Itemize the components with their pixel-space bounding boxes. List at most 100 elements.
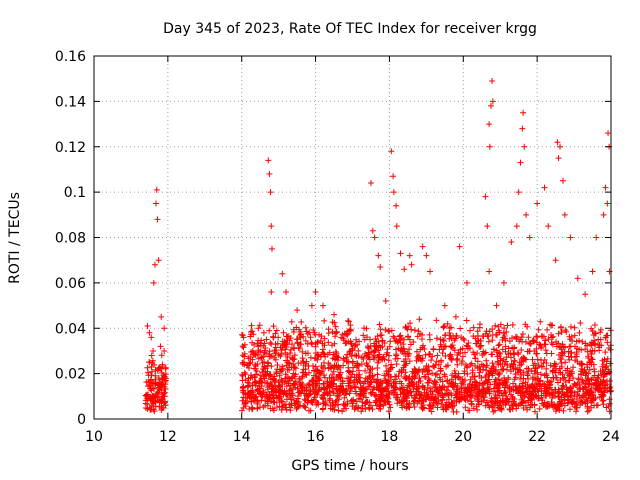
- data-point: [390, 379, 397, 386]
- data-point: [444, 377, 451, 384]
- data-point: [419, 355, 426, 362]
- data-point: [151, 261, 158, 268]
- data-point: [256, 322, 263, 329]
- data-point: [299, 348, 306, 355]
- data-point: [406, 358, 413, 365]
- data-point: [522, 385, 529, 392]
- data-point: [537, 371, 544, 378]
- data-point: [421, 384, 428, 391]
- data-point: [537, 318, 544, 325]
- data-point: [441, 302, 448, 309]
- data-point: [545, 223, 552, 230]
- data-point: [306, 329, 313, 336]
- data-point: [538, 394, 545, 401]
- data-point: [337, 369, 344, 376]
- data-point: [512, 383, 519, 390]
- data-point: [385, 327, 392, 334]
- data-point: [548, 402, 555, 409]
- data-point: [242, 377, 249, 384]
- data-point: [558, 400, 565, 407]
- data-point: [150, 279, 157, 286]
- data-point: [538, 388, 545, 395]
- data-point: [240, 334, 247, 341]
- data-point: [364, 398, 371, 405]
- data-point: [421, 373, 428, 380]
- data-point: [459, 358, 466, 365]
- data-point: [371, 384, 378, 391]
- data-point: [463, 317, 470, 324]
- data-point: [385, 399, 392, 406]
- data-point: [439, 404, 446, 411]
- data-point: [439, 397, 446, 404]
- data-point: [551, 386, 558, 393]
- data-point: [489, 326, 496, 333]
- data-point: [151, 408, 158, 415]
- data-point: [363, 386, 370, 393]
- data-point: [320, 372, 327, 379]
- data-point: [162, 377, 169, 384]
- data-point: [442, 402, 449, 409]
- data-point: [259, 359, 266, 366]
- data-point: [497, 355, 504, 362]
- data-point: [365, 375, 372, 382]
- data-point: [398, 335, 405, 342]
- data-point: [474, 396, 481, 403]
- data-point: [519, 380, 526, 387]
- data-point: [577, 319, 584, 326]
- data-point: [313, 398, 320, 405]
- data-point: [373, 402, 380, 409]
- data-point: [255, 325, 262, 332]
- data-point: [359, 385, 366, 392]
- data-point: [293, 336, 300, 343]
- data-point: [255, 343, 262, 350]
- data-point: [272, 341, 279, 348]
- data-points: [142, 77, 614, 415]
- data-point: [484, 399, 491, 406]
- data-point: [377, 378, 384, 385]
- data-point: [518, 371, 525, 378]
- data-point: [505, 345, 512, 352]
- data-point: [329, 328, 336, 335]
- data-point: [355, 404, 362, 411]
- data-point: [328, 380, 335, 387]
- data-point: [385, 368, 392, 375]
- data-point: [154, 216, 161, 223]
- data-point: [348, 353, 355, 360]
- data-point: [540, 333, 547, 340]
- data-point: [442, 343, 449, 350]
- data-point: [458, 380, 465, 387]
- data-point: [532, 386, 539, 393]
- data-point: [161, 374, 168, 381]
- data-point: [158, 313, 165, 320]
- data-point: [279, 270, 286, 277]
- data-point: [274, 394, 281, 401]
- data-point: [578, 394, 585, 401]
- data-point: [330, 364, 337, 371]
- data-point: [604, 339, 611, 346]
- data-point: [265, 360, 272, 367]
- data-point: [531, 370, 538, 377]
- data-point: [276, 393, 283, 400]
- data-point: [439, 378, 446, 385]
- data-point: [393, 351, 400, 358]
- data-point: [536, 405, 543, 412]
- data-point: [261, 347, 268, 354]
- data-point: [329, 355, 336, 362]
- data-point: [313, 372, 320, 379]
- data-point: [375, 252, 382, 259]
- data-point: [448, 392, 455, 399]
- data-point: [558, 359, 565, 366]
- data-point: [500, 279, 507, 286]
- data-point: [415, 328, 422, 335]
- data-point: [489, 360, 496, 367]
- data-point: [431, 364, 438, 371]
- data-point: [571, 332, 578, 339]
- data-point: [266, 170, 273, 177]
- data-point: [290, 364, 297, 371]
- data-point: [584, 403, 591, 410]
- data-point: [283, 288, 290, 295]
- data-point: [300, 333, 307, 340]
- data-point: [316, 369, 323, 376]
- data-point: [588, 351, 595, 358]
- data-point: [387, 373, 394, 380]
